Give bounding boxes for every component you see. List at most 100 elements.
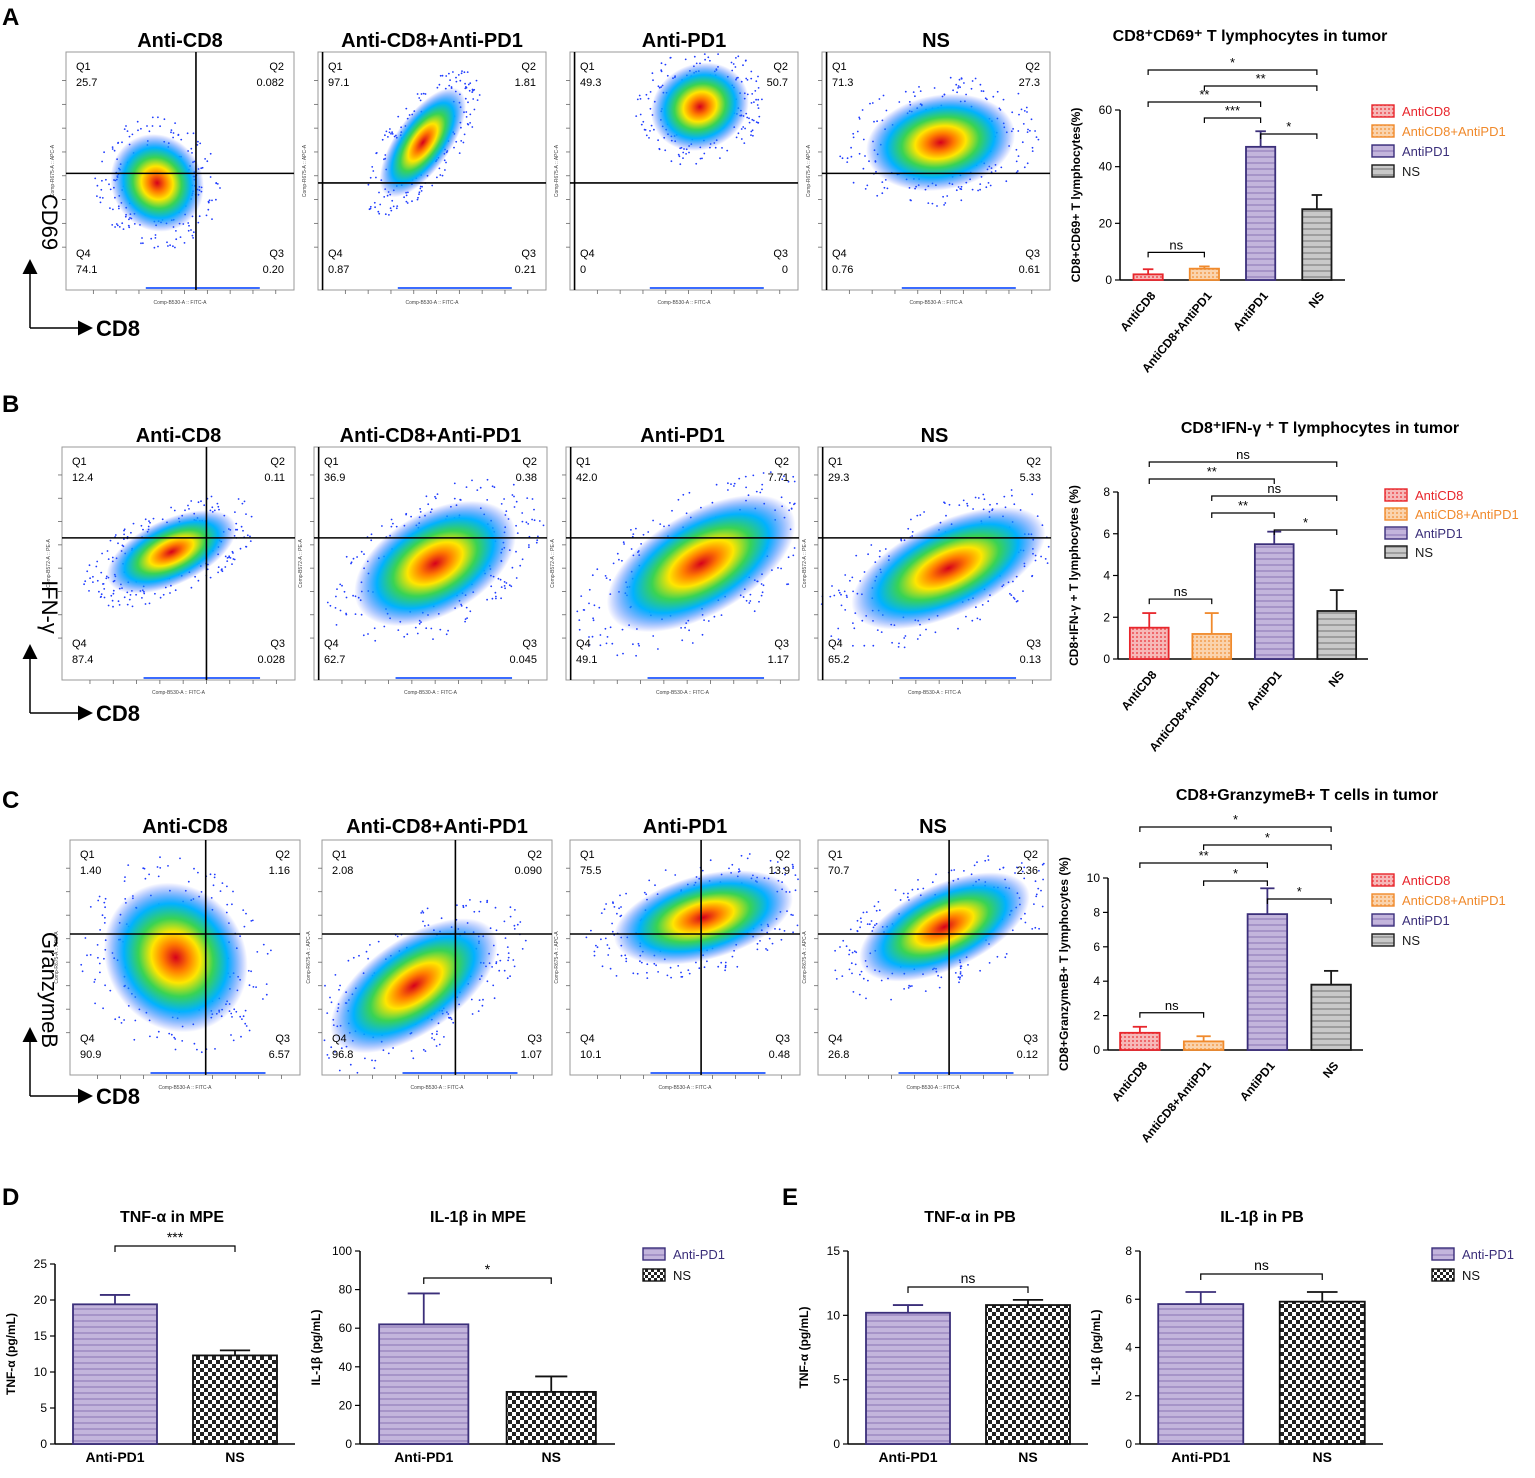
flow-event-dot	[215, 198, 217, 201]
flow-event-dot	[854, 963, 857, 966]
flow-event-dot	[84, 580, 87, 583]
flow-y-axis-caption: Comp-R675-A :: APC-A	[306, 931, 312, 984]
flow-event-dot	[425, 627, 428, 630]
flow-event-dot	[395, 525, 398, 528]
quadrant-label-q4: Q4	[324, 638, 339, 650]
flow-event-dot	[719, 157, 721, 160]
flow-event-dot	[740, 138, 743, 140]
flow-event-dot	[211, 199, 213, 202]
flow-event-dot	[837, 589, 840, 592]
flow-event-dot	[115, 223, 118, 225]
flow-event-dot	[971, 619, 974, 622]
flow-event-dot	[925, 628, 927, 631]
flow-event-dot	[651, 72, 654, 75]
flow-event-dot	[324, 984, 326, 987]
flow-event-dot	[927, 202, 930, 205]
flow-event-dot	[101, 914, 104, 917]
flow-event-dot	[123, 533, 125, 536]
flow-event-dot	[218, 508, 220, 511]
chart-title: IL-1β in MPE	[430, 1209, 526, 1226]
flow-event-dot	[228, 555, 231, 558]
flow-event-dot	[845, 945, 848, 948]
flow-event-dot	[604, 627, 607, 630]
flow-event-dot	[103, 588, 106, 590]
flow-event-dot	[207, 208, 210, 211]
flow-event-dot	[963, 82, 965, 84]
flow-event-dot	[1046, 562, 1049, 564]
flow-event-dot	[458, 152, 461, 155]
flow-event-dot	[435, 497, 437, 500]
flow-event-dot	[769, 859, 772, 862]
flow-event-dot	[128, 226, 131, 229]
flow-event-dot	[994, 170, 997, 172]
flow-event-dot	[931, 202, 934, 205]
flow-event-dot	[625, 960, 628, 963]
flow-event-dot	[168, 1032, 171, 1035]
bar-anticd8-antipd1	[1188, 267, 1220, 281]
flow-event-dot	[838, 591, 841, 594]
flow-event-dot	[593, 954, 596, 957]
flow-event-dot	[405, 513, 407, 516]
flow-event-dot	[226, 903, 229, 906]
flow-event-dot	[516, 532, 519, 534]
flow-event-dot	[235, 522, 238, 525]
flow-event-dot	[121, 222, 124, 225]
flow-event-dot	[132, 522, 135, 525]
flow-event-dot	[783, 930, 786, 932]
flow-event-dot	[464, 618, 467, 620]
significance-label: **	[1238, 498, 1248, 513]
flow-event-dot	[604, 575, 607, 577]
flow-event-dot	[976, 617, 979, 620]
y-tick-label: 0	[1093, 1043, 1100, 1057]
flow-event-dot	[835, 978, 838, 980]
flow-event-dot	[958, 78, 961, 81]
flow-event-dot	[658, 147, 661, 150]
flow-event-dot	[713, 615, 716, 618]
flow-event-dot	[1014, 872, 1016, 874]
flow-y-axis-caption: Comp-R675-A :: APC-A	[554, 144, 560, 197]
flow-event-dot	[858, 993, 861, 996]
flow-event-dot	[465, 86, 467, 88]
quadrant-value-q3: 6.57	[269, 1049, 290, 1061]
quadrant-value-q2: 13.9	[769, 865, 790, 877]
flow-event-dot	[496, 953, 499, 956]
flow-event-dot	[486, 478, 489, 481]
flow-event-dot	[1015, 148, 1018, 151]
flow-event-dot	[148, 520, 150, 522]
flow-event-dot	[421, 910, 424, 912]
flow-event-dot	[120, 1022, 123, 1024]
flow-event-dot	[843, 590, 846, 593]
quadrant-label-q4: Q4	[72, 638, 87, 650]
flow-event-dot	[688, 629, 690, 632]
flow-plot: Anti-CD8Q11.40Q21.16Q490.9Q36.57Comp-B53…	[54, 816, 301, 1091]
flow-event-dot	[768, 937, 771, 940]
significance-bracket	[1147, 101, 1262, 107]
flow-event-dot	[464, 620, 466, 623]
quadrant-value-q3: 0.48	[769, 1049, 790, 1061]
flow-event-dot	[1000, 166, 1003, 169]
flow-event-dot	[1023, 166, 1026, 169]
flow-event-dot	[645, 93, 648, 96]
flow-event-dot	[109, 989, 112, 992]
flow-event-dot	[420, 912, 423, 914]
flow-event-dot	[733, 485, 735, 487]
flow-event-dot	[849, 579, 851, 582]
y-tick-label: 6	[1103, 527, 1110, 541]
flow-plot-title: Anti-CD8+Anti-PD1	[341, 30, 523, 52]
flow-event-dot	[511, 566, 514, 569]
flow-event-dot	[585, 936, 588, 939]
flow-event-dot	[507, 956, 510, 959]
flow-event-dot	[360, 613, 363, 616]
flow-event-dot	[726, 149, 729, 152]
flow-event-dot	[612, 562, 615, 565]
flow-event-dot	[1012, 596, 1015, 599]
flow-event-dot	[605, 577, 608, 579]
flow-event-dot	[245, 912, 247, 915]
flow-event-dot	[959, 187, 962, 190]
flow-event-dot	[1037, 887, 1040, 890]
flow-event-dot	[735, 136, 738, 139]
flow-event-dot	[862, 977, 865, 980]
bar-ns	[985, 1304, 1071, 1445]
flow-event-dot	[934, 631, 937, 634]
